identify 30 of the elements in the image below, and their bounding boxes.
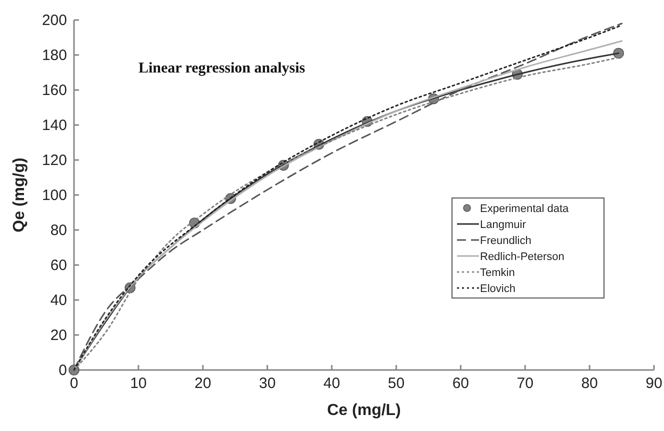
legend-label: Langmuir [480, 219, 526, 231]
y-tick-label: 120 [42, 152, 67, 169]
x-tick-label: 0 [70, 375, 78, 392]
x-tick-label: 60 [452, 375, 470, 392]
y-axis-title: Qe (mg/g) [11, 158, 28, 232]
legend-label: Temkin [480, 267, 515, 279]
y-tick-label: 0 [58, 362, 67, 379]
x-tick-label: 10 [130, 375, 147, 392]
y-tick-label: 160 [42, 82, 67, 99]
y-tick-label: 180 [42, 47, 67, 64]
legend-label: Experimental data [480, 203, 570, 215]
x-tick-label: 50 [388, 375, 405, 392]
y-tick-label: 80 [50, 222, 67, 239]
text: Linear regression analysis [138, 60, 306, 76]
y-tick-label: 20 [50, 327, 67, 344]
y-tick-label: 40 [50, 292, 67, 309]
y-tick-label: 200 [42, 12, 67, 29]
legend-label: Redlich-Peterson [480, 251, 564, 263]
x-tick-label: 70 [516, 375, 534, 392]
y-tick-label: 140 [42, 117, 67, 134]
x-tick-label: 90 [646, 375, 662, 392]
x-tick-label: 30 [258, 375, 276, 392]
y-tick-label: 100 [42, 187, 67, 204]
x-tick-label: 40 [323, 375, 340, 392]
x-axis-title: Ce (mg/L) [327, 402, 401, 419]
x-tick-label: 80 [581, 375, 598, 392]
y-tick-label: 60 [50, 257, 67, 274]
legend-label: Freundlich [480, 235, 532, 247]
legend-label: Elovich [480, 283, 516, 295]
x-tick-label: 20 [194, 375, 212, 392]
